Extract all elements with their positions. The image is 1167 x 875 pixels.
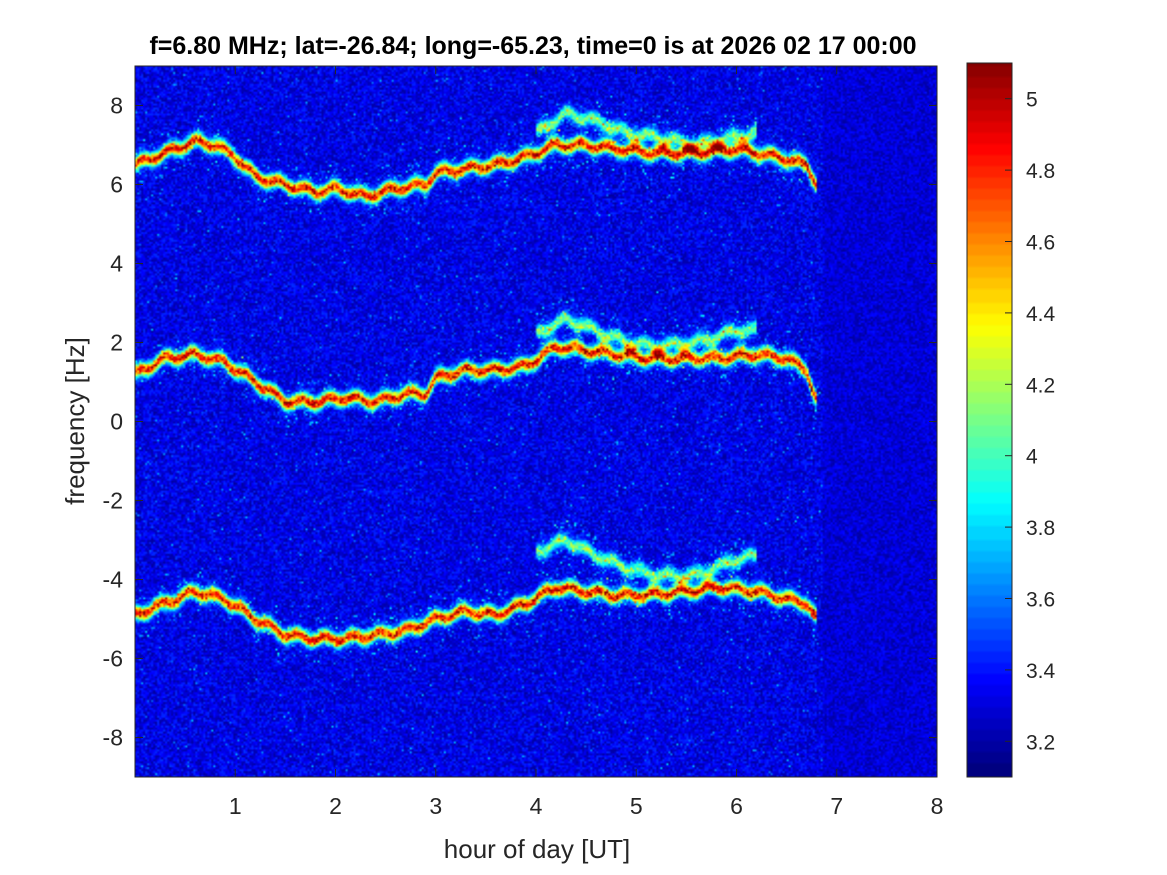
y-tick-label: 2 xyxy=(110,330,123,356)
colorbar-tick-label: 3.8 xyxy=(1026,517,1055,540)
x-tick-label: 5 xyxy=(630,793,643,819)
y-axis-label: frequency [Hz] xyxy=(60,337,90,505)
y-tick-label: -6 xyxy=(103,646,123,672)
colorbar-tick-label: 4.6 xyxy=(1026,232,1055,255)
y-tick-label: 4 xyxy=(110,251,123,277)
colorbar-tick-label: 4 xyxy=(1026,446,1038,469)
x-tick-label: 7 xyxy=(830,793,843,819)
x-tick-label: 8 xyxy=(931,793,944,819)
colorbar-tick-label: 4.2 xyxy=(1026,374,1055,397)
x-tick-label: 6 xyxy=(730,793,743,819)
y-axis-ticks: 8 6 4 2 0 -2 -4 -6 -8 xyxy=(103,93,937,751)
x-axis-ticks: 1 2 3 4 5 6 7 8 xyxy=(229,66,944,819)
x-tick-label: 1 xyxy=(229,793,242,819)
heatmap-image xyxy=(135,66,937,777)
colorbar-tick-label: 3.4 xyxy=(1026,660,1056,683)
colorbar-tick-label: 5 xyxy=(1026,89,1038,112)
colorbar-image xyxy=(967,63,1012,777)
x-axis-label: hour of day [UT] xyxy=(444,834,630,864)
y-tick-label: -8 xyxy=(103,725,123,751)
chart-title: f=6.80 MHz; lat=-26.84; long=-65.23, tim… xyxy=(149,32,916,60)
colorbar-tick-label: 4.4 xyxy=(1026,303,1056,326)
colorbar-tick-label: 4.8 xyxy=(1026,160,1055,183)
colorbar-tick-label: 3.6 xyxy=(1026,589,1055,612)
colorbar-tick-label: 3.2 xyxy=(1026,731,1055,754)
y-tick-label: 0 xyxy=(110,409,123,435)
colorbar-frame xyxy=(966,62,1013,778)
x-tick-label: 2 xyxy=(329,793,342,819)
colorbar-ticks: 5 4.8 4.6 4.4 4.2 4 3.8 3.6 3.4 3.2 xyxy=(1005,89,1056,754)
y-tick-label: 8 xyxy=(110,93,123,119)
y-tick-label: -2 xyxy=(103,488,123,514)
y-tick-label: 6 xyxy=(110,172,123,198)
y-tick-label: -4 xyxy=(103,567,124,593)
x-tick-label: 3 xyxy=(429,793,442,819)
x-tick-label: 4 xyxy=(530,793,543,819)
